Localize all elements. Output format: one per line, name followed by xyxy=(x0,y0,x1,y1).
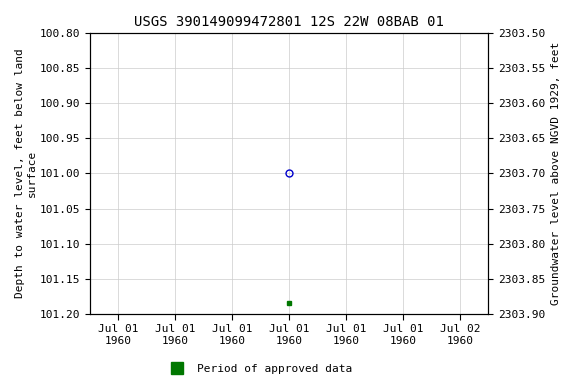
Y-axis label: Groundwater level above NGVD 1929, feet: Groundwater level above NGVD 1929, feet xyxy=(551,42,561,305)
Title: USGS 390149099472801 12S 22W 08BAB 01: USGS 390149099472801 12S 22W 08BAB 01 xyxy=(134,15,444,29)
Y-axis label: Depth to water level, feet below land
surface: Depth to water level, feet below land su… xyxy=(15,48,37,298)
Legend: Period of approved data: Period of approved data xyxy=(162,359,357,379)
